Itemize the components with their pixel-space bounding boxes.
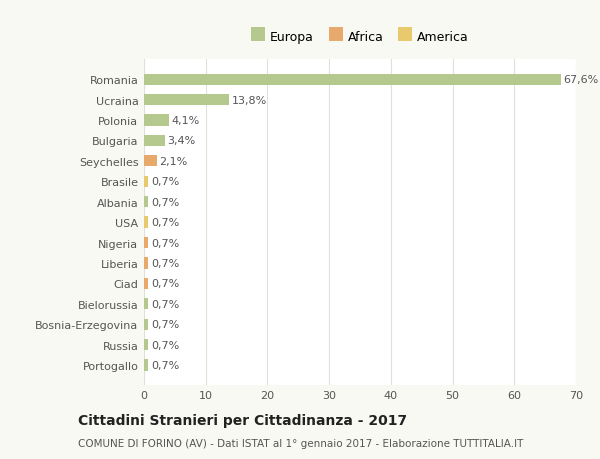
Bar — [144, 237, 148, 249]
Text: 0,7%: 0,7% — [151, 360, 179, 370]
Bar — [144, 359, 148, 371]
Text: 13,8%: 13,8% — [232, 95, 267, 106]
Legend: Europa, Africa, America: Europa, Africa, America — [247, 27, 473, 47]
Bar — [144, 196, 148, 208]
Bar — [144, 298, 148, 310]
Bar — [144, 115, 169, 126]
Bar — [144, 135, 165, 147]
Text: 2,1%: 2,1% — [160, 157, 188, 167]
Bar — [144, 176, 148, 187]
Bar — [144, 217, 148, 228]
Text: 0,7%: 0,7% — [151, 177, 179, 187]
Text: 0,7%: 0,7% — [151, 197, 179, 207]
Bar — [144, 319, 148, 330]
Text: COMUNE DI FORINO (AV) - Dati ISTAT al 1° gennaio 2017 - Elaborazione TUTTITALIA.: COMUNE DI FORINO (AV) - Dati ISTAT al 1°… — [78, 438, 523, 448]
Text: 67,6%: 67,6% — [563, 75, 599, 85]
Bar — [144, 74, 561, 86]
Text: 0,7%: 0,7% — [151, 218, 179, 228]
Text: Cittadini Stranieri per Cittadinanza - 2017: Cittadini Stranieri per Cittadinanza - 2… — [78, 413, 407, 427]
Text: 3,4%: 3,4% — [167, 136, 196, 146]
Text: 0,7%: 0,7% — [151, 299, 179, 309]
Bar — [144, 339, 148, 350]
Text: 0,7%: 0,7% — [151, 258, 179, 269]
Text: 0,7%: 0,7% — [151, 340, 179, 350]
Bar — [144, 278, 148, 289]
Bar — [144, 156, 157, 167]
Text: 4,1%: 4,1% — [172, 116, 200, 126]
Text: 0,7%: 0,7% — [151, 319, 179, 330]
Text: 0,7%: 0,7% — [151, 279, 179, 289]
Bar — [144, 258, 148, 269]
Text: 0,7%: 0,7% — [151, 238, 179, 248]
Bar — [144, 95, 229, 106]
